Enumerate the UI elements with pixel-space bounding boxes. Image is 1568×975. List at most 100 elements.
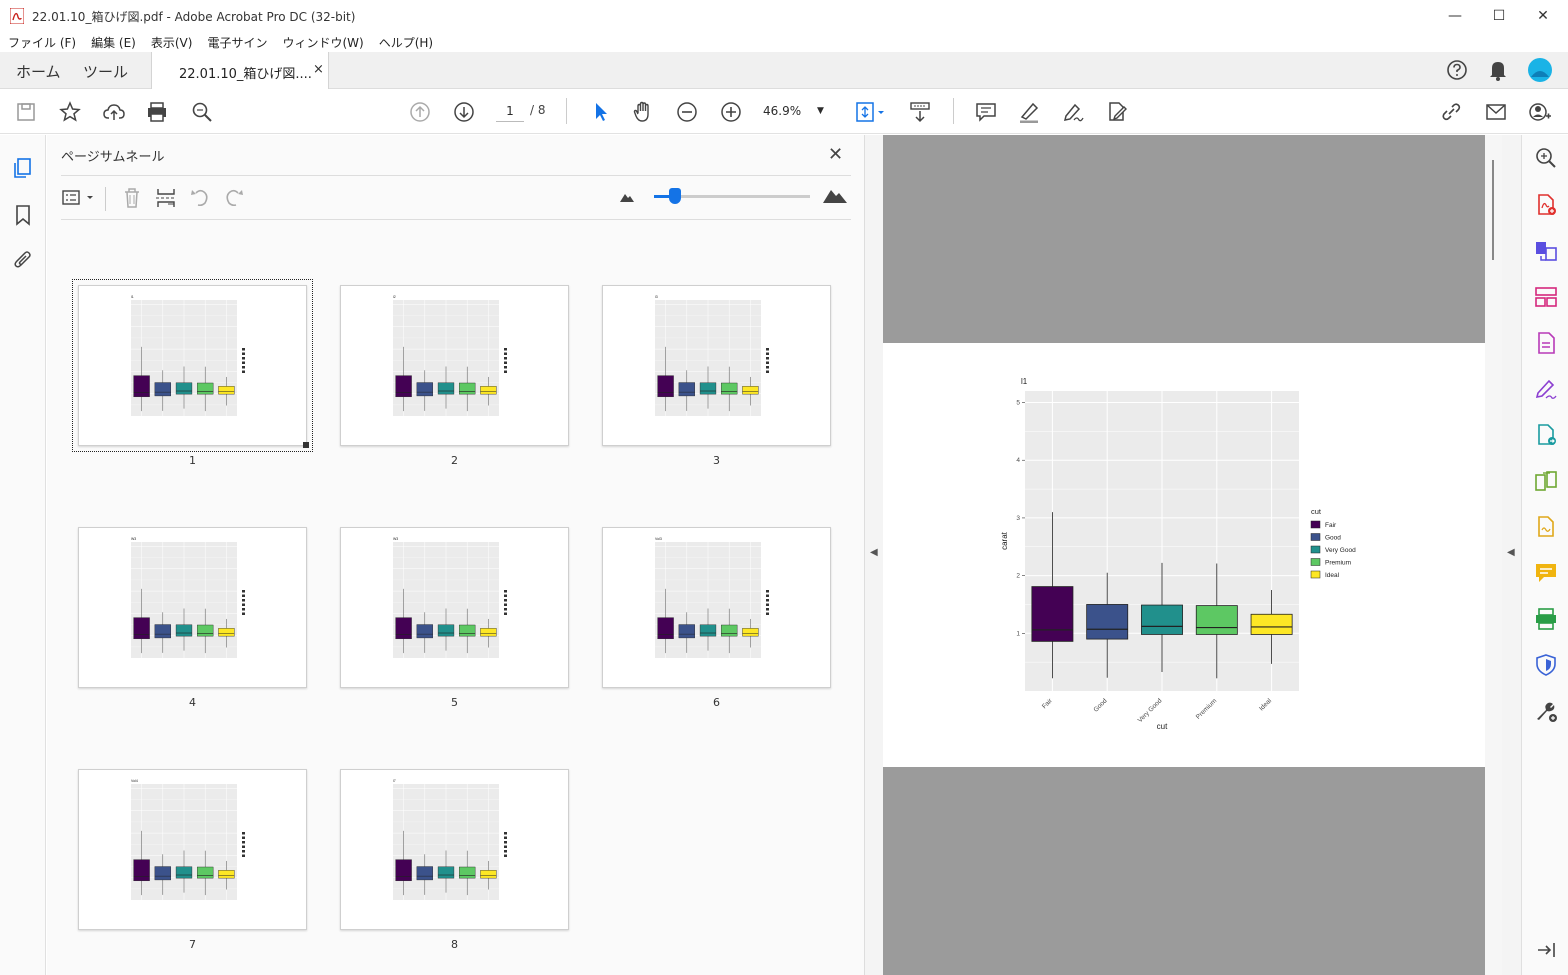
menu-help[interactable]: ヘルプ(H) bbox=[378, 35, 434, 50]
attachment-icon[interactable] bbox=[12, 249, 34, 271]
panel-close-icon[interactable]: ✕ bbox=[828, 144, 844, 165]
x-tick-label: Very Good bbox=[1137, 697, 1164, 724]
minimize-button[interactable]: — bbox=[1448, 8, 1462, 24]
document-view[interactable]: Fair Good Very Good Premium Ideal 1 2 3 4 5 l1 cut c… bbox=[883, 135, 1485, 975]
expand-tools-icon[interactable] bbox=[1534, 938, 1558, 962]
thumbnail-size-slider-handle[interactable] bbox=[669, 188, 681, 204]
thumbnail-legend-key bbox=[766, 352, 769, 355]
page-number-input[interactable]: 1 bbox=[496, 100, 524, 122]
close-window-button[interactable]: ✕ bbox=[1537, 8, 1549, 24]
add-comment-icon[interactable] bbox=[1534, 561, 1558, 585]
page-fit-icon[interactable] bbox=[852, 99, 888, 125]
right-pane-collapse-handle[interactable]: ◀ bbox=[1502, 135, 1521, 975]
thumbnail-page-number: 1 bbox=[189, 454, 196, 467]
page-thumbnail[interactable]: W3 bbox=[78, 527, 307, 688]
zoom-out-icon[interactable] bbox=[674, 99, 700, 125]
fill-and-sign-icon[interactable] bbox=[1534, 377, 1558, 401]
draw-signature-icon[interactable] bbox=[1060, 99, 1086, 125]
thumbnail-legend-key bbox=[766, 594, 769, 597]
options-menu-icon[interactable] bbox=[61, 186, 97, 210]
page-thumbnail[interactable]: l2 bbox=[340, 285, 569, 446]
tab-tools[interactable]: ツール bbox=[83, 63, 129, 81]
box-premium bbox=[197, 624, 214, 637]
scroll-mode-icon[interactable] bbox=[907, 99, 933, 125]
boxplot-chart: Fair Good Very Good Premium Ideal 1 2 3 4 5 l1 cut c… bbox=[1000, 377, 1356, 731]
resize-handle[interactable] bbox=[303, 442, 309, 448]
thumbnail-legend-key bbox=[504, 841, 507, 844]
page-thumbnail[interactable]: W3 bbox=[340, 527, 569, 688]
compare-files-icon[interactable] bbox=[1534, 469, 1558, 493]
rotate-left-icon[interactable] bbox=[188, 186, 212, 210]
highlight-icon[interactable] bbox=[1016, 99, 1042, 125]
select-cursor-icon[interactable] bbox=[587, 99, 613, 125]
cloud-upload-icon[interactable] bbox=[101, 99, 127, 125]
fill-sign-icon[interactable] bbox=[1104, 99, 1130, 125]
page-thumbnail[interactable]: l1 bbox=[78, 285, 307, 446]
avatar[interactable] bbox=[1527, 57, 1553, 83]
protect-icon[interactable] bbox=[1534, 653, 1558, 677]
delete-icon[interactable] bbox=[120, 186, 144, 210]
thumbnail-legend-key bbox=[242, 845, 245, 848]
share-link-icon[interactable] bbox=[1438, 99, 1464, 125]
bell-icon[interactable] bbox=[1488, 59, 1508, 81]
box-premium bbox=[197, 382, 214, 395]
y-tick-label: 2 bbox=[1016, 573, 1020, 580]
menu-edit[interactable]: 編集 (E) bbox=[91, 35, 136, 50]
more-tools-icon[interactable] bbox=[1534, 699, 1558, 723]
help-icon[interactable] bbox=[1446, 59, 1468, 81]
tab-document[interactable]: 22.01.10_箱ひげ図.... × bbox=[151, 52, 329, 89]
thumbnail-legend-key bbox=[504, 594, 507, 597]
box-fair bbox=[395, 375, 412, 398]
thumbnail-legend-key bbox=[766, 348, 769, 351]
page-thumbnail[interactable]: l7 bbox=[340, 769, 569, 930]
next-page-icon[interactable] bbox=[451, 99, 477, 125]
box-very-good bbox=[175, 382, 193, 395]
zoom-level-dropdown[interactable]: 46.9% ▼ bbox=[763, 100, 831, 122]
export-pdf-icon[interactable] bbox=[1534, 423, 1558, 447]
star-icon[interactable] bbox=[57, 99, 83, 125]
thumbnail-smaller-icon[interactable] bbox=[620, 191, 634, 203]
rotate-right-icon[interactable] bbox=[222, 186, 246, 210]
comment-icon[interactable] bbox=[973, 99, 999, 125]
search-zoom-icon[interactable] bbox=[1534, 146, 1558, 170]
menu-file[interactable]: ファイル (F) bbox=[8, 35, 77, 50]
page-thumbnail[interactable]: l3 bbox=[602, 285, 831, 446]
thumbnail-chart-title: Vol3 bbox=[655, 537, 662, 541]
tab-close-icon[interactable]: × bbox=[313, 62, 324, 77]
create-pdf-icon[interactable] bbox=[1534, 193, 1558, 217]
thumbnail-larger-icon[interactable] bbox=[823, 187, 847, 203]
menu-esign[interactable]: 電子サイン bbox=[207, 35, 268, 50]
bookmark-icon[interactable] bbox=[12, 204, 34, 226]
page-thumbnail[interactable]: Vol3 bbox=[602, 527, 831, 688]
menu-window[interactable]: ウィンドウ(W) bbox=[282, 35, 364, 50]
page-thumbnail[interactable]: Vol4 bbox=[78, 769, 307, 930]
box-fair bbox=[657, 617, 674, 640]
panel-collapse-handle[interactable]: ◀ bbox=[864, 135, 883, 975]
scan-ocr-icon[interactable] bbox=[1534, 607, 1558, 631]
request-signature-icon[interactable] bbox=[1534, 515, 1558, 539]
hand-tool-icon[interactable] bbox=[630, 99, 656, 125]
print-icon[interactable] bbox=[144, 99, 170, 125]
extract-pages-icon[interactable] bbox=[154, 186, 178, 210]
find-icon[interactable] bbox=[189, 99, 215, 125]
thumbnail-size-slider[interactable] bbox=[654, 195, 810, 198]
maximize-button[interactable]: ☐ bbox=[1492, 8, 1506, 24]
scrollbar-thumb[interactable] bbox=[1492, 160, 1494, 260]
thumbnail-legend-key bbox=[504, 832, 507, 835]
tab-home[interactable]: ホーム bbox=[16, 63, 61, 81]
menu-view[interactable]: 表示(V) bbox=[150, 35, 193, 50]
edit-pdf-icon[interactable] bbox=[1534, 331, 1558, 355]
thumbnail-legend-key bbox=[766, 370, 769, 373]
organize-pages-icon[interactable] bbox=[1534, 285, 1558, 309]
vertical-scrollbar[interactable] bbox=[1485, 135, 1502, 975]
zoom-in-icon[interactable] bbox=[718, 99, 744, 125]
email-icon[interactable] bbox=[1483, 99, 1509, 125]
thumbnail-legend-key bbox=[242, 348, 245, 351]
thumbnail-legend-key bbox=[766, 603, 769, 606]
add-user-icon[interactable] bbox=[1527, 99, 1553, 125]
previous-page-icon[interactable] bbox=[407, 99, 433, 125]
save-icon[interactable] bbox=[13, 99, 39, 125]
page-thumbnails-icon[interactable] bbox=[12, 157, 34, 179]
combine-files-icon[interactable] bbox=[1534, 239, 1558, 263]
chart-title: l1 bbox=[1021, 377, 1028, 386]
